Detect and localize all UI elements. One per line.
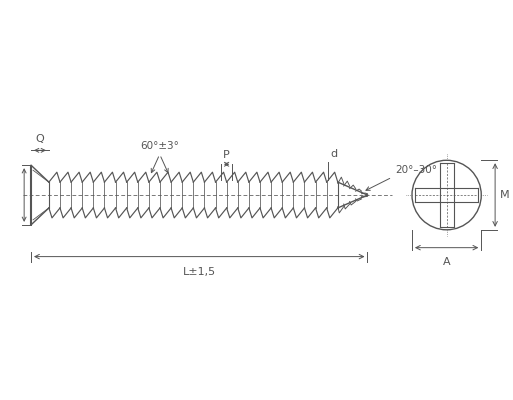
- Polygon shape: [440, 163, 453, 227]
- Text: A: A: [443, 257, 450, 267]
- Text: 60°±3°: 60°±3°: [140, 141, 179, 151]
- Polygon shape: [415, 188, 478, 202]
- Text: Q: Q: [35, 134, 44, 144]
- Text: P: P: [223, 150, 230, 160]
- Text: 20°–30°: 20°–30°: [395, 165, 437, 175]
- Text: L±1,5: L±1,5: [183, 266, 216, 276]
- Text: d: d: [330, 149, 337, 159]
- Text: M: M: [500, 190, 510, 200]
